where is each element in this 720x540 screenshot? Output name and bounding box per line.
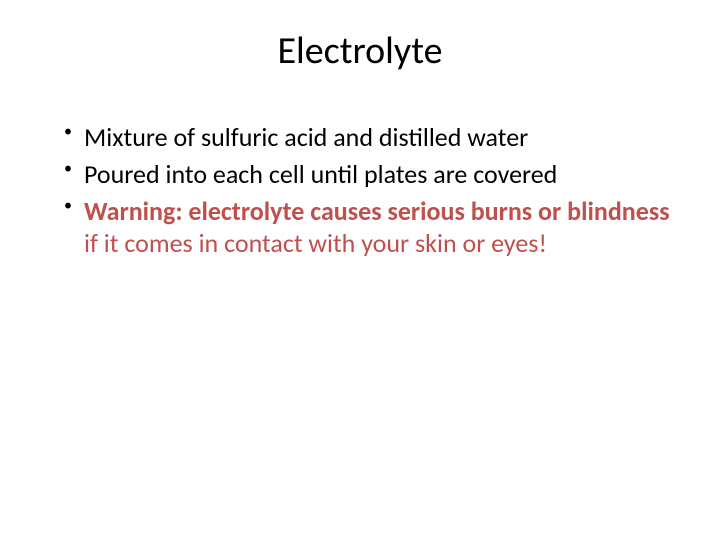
list-item: Mixture of sulfuric acid and distilled w… (64, 122, 684, 153)
list-item: Poured into each cell until plates are c… (64, 159, 684, 190)
bullet-list: Mixture of sulfuric acid and distilled w… (36, 122, 684, 259)
slide: Electrolyte Mixture of sulfuric acid and… (0, 0, 720, 540)
bullet-text: Warning: electrolyte causes serious burn… (84, 195, 670, 258)
slide-title: Electrolyte (36, 28, 684, 74)
warning-rest: if it comes in contact with your skin or… (84, 227, 547, 259)
list-item-warning: Warning: electrolyte causes serious burn… (64, 196, 684, 258)
bullet-text: Mixture of sulfuric acid and distilled w… (84, 121, 528, 153)
bullet-text: Poured into each cell until plates are c… (84, 158, 557, 190)
warning-bold: Warning: electrolyte causes serious burn… (84, 195, 670, 227)
